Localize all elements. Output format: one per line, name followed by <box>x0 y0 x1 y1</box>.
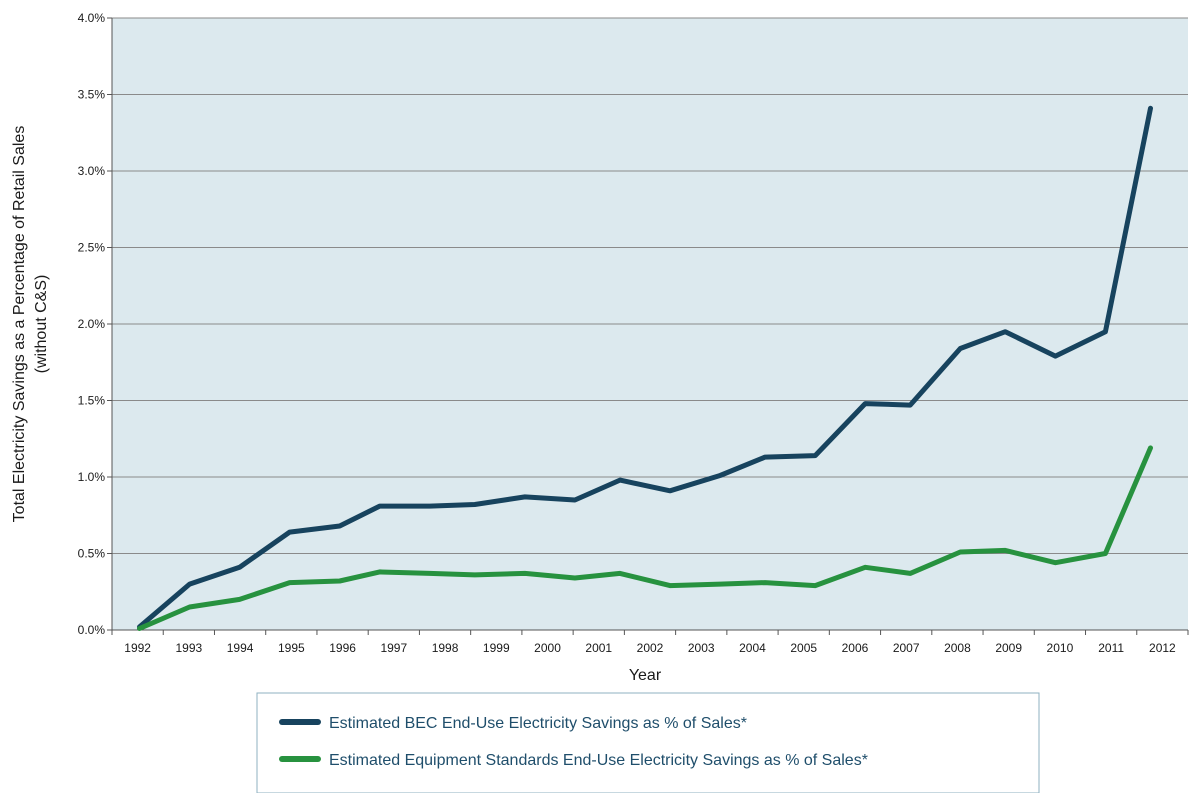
x-tick-label: 2012 <box>1149 641 1176 655</box>
series-line-1 <box>137 445 1153 631</box>
legend: Estimated BEC End-Use Electricity Saving… <box>279 715 868 769</box>
x-tick-label: 2011 <box>1098 641 1124 655</box>
y-tick-label: 0.5% <box>78 547 106 561</box>
x-tick-label: 2009 <box>995 641 1022 655</box>
x-tick-label: 2003 <box>688 641 715 655</box>
y-tick-label: 2.5% <box>78 241 106 255</box>
x-tick-label: 1994 <box>227 641 254 655</box>
x-tick-label: 1996 <box>329 641 356 655</box>
y-tick-label: 3.5% <box>78 88 106 102</box>
x-tick-label: 2005 <box>790 641 817 655</box>
x-tick-label: 1992 <box>124 641 151 655</box>
x-tick-label: 1997 <box>380 641 407 655</box>
x-tick-label: 1998 <box>432 641 459 655</box>
x-axis-title: Year <box>629 667 662 684</box>
x-tick-label: 2010 <box>1047 641 1074 655</box>
x-tick-label: 1993 <box>176 641 203 655</box>
y-tick-label: 1.5% <box>78 394 106 408</box>
series-line-0 <box>137 105 1153 630</box>
y-axis-title: Total Electricity Savings as a Percentag… <box>11 126 28 523</box>
x-tick-label: 2002 <box>637 641 664 655</box>
x-tick-label: 2000 <box>534 641 561 655</box>
x-tick-label: 1995 <box>278 641 305 655</box>
y-tick-label: 3.0% <box>78 164 106 178</box>
y-tick-label: 2.0% <box>78 317 106 331</box>
y-axis-title-line2: (without C&S) <box>33 275 50 374</box>
x-axis-ticks: 1992 1993 1994 1995 1996 1997 1998 1999 2000 2001… <box>111 630 1189 655</box>
x-tick-label: 1999 <box>483 641 510 655</box>
y-axis-ticks: 0.0% 0.5% 1.0% 1.5% 2.0% 2.5% 3.0% 3.5% 4.0% <box>78 11 112 637</box>
series-lines <box>137 105 1153 631</box>
y-tick-label: 4.0% <box>78 11 106 25</box>
y-tick-label: 1.0% <box>78 470 106 484</box>
y-tick-label: 0.0% <box>78 623 106 637</box>
legend-label-1: Estimated Equipment Standards End-Use El… <box>329 752 868 769</box>
x-tick-label: 2007 <box>893 641 920 655</box>
legend-box <box>256 692 1040 793</box>
x-tick-label: 2008 <box>944 641 971 655</box>
x-tick-label: 2001 <box>585 641 612 655</box>
legend-label-0: Estimated BEC End-Use Electricity Saving… <box>329 715 747 732</box>
x-tick-label: 2004 <box>739 641 766 655</box>
x-tick-label: 2006 <box>842 641 869 655</box>
